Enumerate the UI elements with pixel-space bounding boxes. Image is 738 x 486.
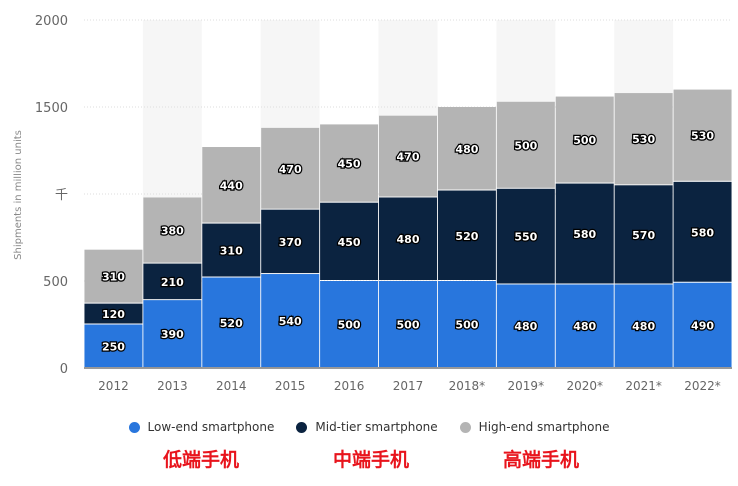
bar-segment xyxy=(437,281,496,367)
legend-item-low-end[interactable]: Low-end smartphone xyxy=(128,420,275,434)
legend: Low-end smartphone Mid-tier smartphone H… xyxy=(0,420,738,434)
x-tick-label: 2012 xyxy=(98,379,129,393)
bar-segment xyxy=(555,284,614,367)
bar-segment xyxy=(496,188,555,284)
data-label: 500 xyxy=(573,134,596,147)
legend-dot xyxy=(459,421,471,433)
legend-dot xyxy=(128,421,140,433)
data-label: 540 xyxy=(279,315,302,328)
x-tick-label: 2017 xyxy=(393,379,424,393)
bar-segment xyxy=(555,183,614,284)
data-label: 470 xyxy=(279,163,302,176)
data-label: 310 xyxy=(220,245,243,258)
data-label: 530 xyxy=(691,130,714,143)
x-tick-label: 2014 xyxy=(216,379,247,393)
y-tick-label: 2000 xyxy=(35,14,68,29)
bar-segment xyxy=(320,281,379,367)
bar-segment xyxy=(202,277,261,367)
legend-label: Mid-tier smartphone xyxy=(315,420,438,434)
x-tick-label: 2015 xyxy=(275,379,306,393)
bar-segment xyxy=(143,300,202,367)
bar-segment xyxy=(673,181,732,282)
data-label: 500 xyxy=(338,319,361,332)
data-label: 490 xyxy=(691,319,714,332)
y-axis-label: Shipments in million units xyxy=(13,130,24,260)
data-label: 370 xyxy=(279,236,302,249)
bar-segment xyxy=(673,89,732,181)
legend-label: Low-end smartphone xyxy=(147,420,275,434)
annotation-mid-tier: 中端手机 xyxy=(333,449,410,471)
y-tick-label: 500 xyxy=(43,275,68,290)
data-label: 500 xyxy=(514,139,537,152)
stacked-bar-chart: 250 120 310 390 210 380 520 310 440 540 370 470 500 4… xyxy=(13,14,732,393)
data-label: 250 xyxy=(102,340,125,353)
bar-segment xyxy=(320,124,379,202)
bar-segment xyxy=(379,115,437,197)
data-label: 120 xyxy=(102,308,125,321)
data-label: 450 xyxy=(338,158,361,171)
bar-segment xyxy=(379,281,437,367)
bar-segment xyxy=(261,209,320,274)
x-tick-label: 2016 xyxy=(334,379,365,393)
x-tick-label: 2021* xyxy=(625,379,662,393)
data-label: 470 xyxy=(397,151,420,164)
legend-item-mid-tier[interactable]: Mid-tier smartphone xyxy=(296,420,438,434)
x-tick-label: 2019* xyxy=(508,379,545,393)
bar-segment xyxy=(437,190,496,280)
annotation-low-end: 低端手机 xyxy=(163,449,240,471)
data-label: 390 xyxy=(161,328,184,341)
bar-segment xyxy=(673,282,732,367)
data-label: 440 xyxy=(220,179,243,192)
data-label: 580 xyxy=(691,226,714,239)
bar-segment xyxy=(261,274,320,367)
bar-segment xyxy=(84,249,143,303)
y-tick-label: 0 xyxy=(60,362,68,377)
legend-label: High-end smartphone xyxy=(478,420,610,434)
data-label: 500 xyxy=(397,319,420,332)
bar-segment xyxy=(261,127,320,209)
y-tick-label: 千 xyxy=(55,188,68,203)
annotation-high-end: 高端手机 xyxy=(503,449,580,471)
data-label: 210 xyxy=(161,276,184,289)
legend-item-high-end[interactable]: High-end smartphone xyxy=(459,420,610,434)
data-label: 500 xyxy=(455,319,478,332)
data-label: 520 xyxy=(455,230,478,243)
data-label: 310 xyxy=(102,271,125,284)
x-tick-label: 2020* xyxy=(566,379,603,393)
x-tick-label: 2022* xyxy=(684,379,721,393)
data-label: 570 xyxy=(632,229,655,242)
data-label: 480 xyxy=(514,320,537,333)
bar-segment xyxy=(614,284,673,367)
bar-segment xyxy=(614,185,673,284)
bar-segment xyxy=(555,96,614,183)
y-tick-label: 1500 xyxy=(35,101,68,116)
bar-segment xyxy=(496,284,555,367)
data-label: 380 xyxy=(161,225,184,238)
data-label: 450 xyxy=(338,236,361,249)
x-tick-label: 2018* xyxy=(449,379,486,393)
data-label: 480 xyxy=(632,320,655,333)
bar-segment xyxy=(320,202,379,280)
data-label: 580 xyxy=(573,228,596,241)
data-label: 480 xyxy=(573,320,596,333)
data-label: 550 xyxy=(514,231,537,244)
data-label: 480 xyxy=(397,233,420,246)
bar-segment xyxy=(84,324,143,367)
legend-dot xyxy=(296,421,308,433)
bar-segment xyxy=(496,101,555,188)
bar-segment xyxy=(143,197,202,263)
x-tick-label: 2013 xyxy=(157,379,188,393)
bar-segment xyxy=(202,223,261,277)
bar-segment xyxy=(202,147,261,223)
bar-segment xyxy=(437,107,496,190)
bar-segment xyxy=(84,303,143,324)
data-label: 530 xyxy=(632,133,655,146)
bar-segment xyxy=(379,197,437,280)
data-label: 520 xyxy=(220,317,243,330)
bar-segment xyxy=(614,93,673,185)
data-label: 480 xyxy=(455,143,478,156)
bar-segment xyxy=(143,263,202,300)
